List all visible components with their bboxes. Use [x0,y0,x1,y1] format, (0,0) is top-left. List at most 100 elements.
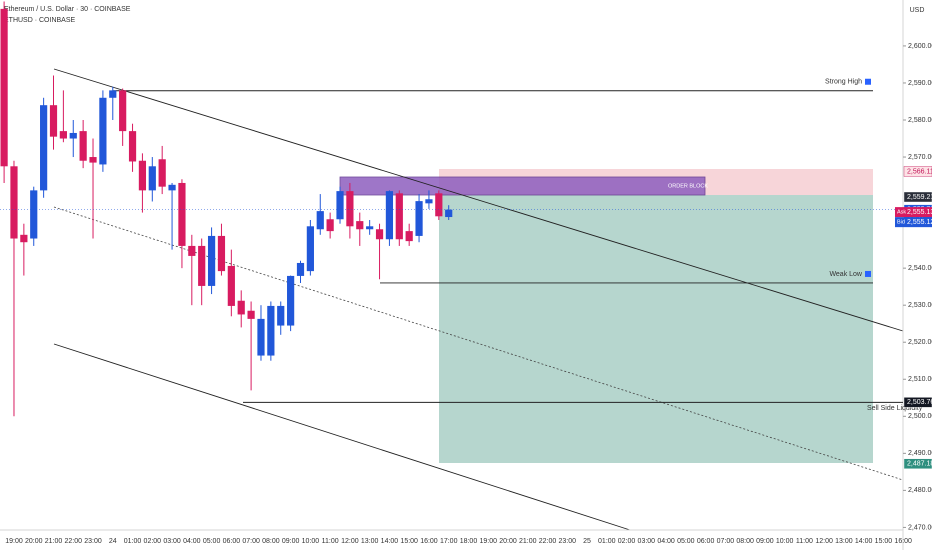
candle-body [366,226,374,230]
trend-line-mid [53,206,904,481]
quote-box [895,207,932,218]
candle-body [69,132,77,139]
x-tick-label: 05:00 [677,538,695,545]
price-label-box [903,397,932,408]
zone-label: ORDER BLOCK [668,183,708,189]
level-label: Strong High [825,79,862,86]
x-tick-label: 06:00 [697,538,715,545]
candle-body [138,160,147,191]
candle-body [356,221,364,230]
candle-body [198,245,206,286]
x-tick-label: 08:00 [262,538,280,545]
x-tick-label: 21:00 [519,538,537,545]
trend-line [53,68,904,332]
x-tick-label: 09:00 [756,538,774,545]
candle-body [158,159,166,187]
candle-body [385,191,394,240]
y-tick-label: 2,490.00 [908,450,932,457]
x-tick-label: 21:00 [45,538,63,545]
candle-body [257,318,265,356]
x-tick-label: 07:00 [717,538,735,545]
y-tick-label: 2,520.00 [908,339,932,346]
quote-price: 2,555.13 [907,209,932,216]
candle-body [40,105,48,191]
level-icon [865,78,871,85]
x-tick-label: 23:00 [84,538,102,545]
candle-body [79,131,87,161]
quote-name: Ask [897,210,906,216]
candle-body [109,90,117,98]
y-tick-label: 2,510.00 [908,376,932,383]
x-tick-label: 25 [583,538,591,545]
candle-body [128,131,137,162]
candle-body [405,231,413,242]
x-tick-label: 02:00 [618,538,636,545]
x-tick-label: 01:00 [124,538,142,545]
candle-body [10,166,18,239]
y-tick-label: 2,480.00 [908,487,932,494]
chart-subtitle: ETHUSD · COINBASE [4,17,76,24]
price-label-box [903,458,932,469]
candle-body [277,305,285,326]
x-tick-label: 11:00 [322,538,339,545]
x-tick-label: 02:00 [144,538,162,545]
x-tick-label: 20:00 [25,538,43,545]
x-tick-label: 13:00 [835,538,853,545]
y-tick-label: 2,530.00 [908,302,932,309]
candle-body [375,229,384,240]
candle-body [227,265,235,306]
x-tick-label: 10:00 [776,538,794,545]
x-tick-label: 12:00 [341,538,359,545]
x-tick-label: 16:00 [420,538,438,545]
candle-body [99,97,107,165]
price-label: 2,566.11 [907,168,932,175]
y-tick-label: 2,600.00 [908,43,932,50]
x-tick-label: 08:00 [736,538,754,545]
x-tick-label: 04:00 [183,538,201,545]
x-tick-label: 04:00 [657,538,675,545]
x-tick-label: 13:00 [361,538,379,545]
quote-price: 2,555.12 [907,219,932,226]
candle-body [20,234,28,243]
x-tick-label: 22:00 [539,538,557,545]
candle-body [168,184,176,191]
x-tick-label: 14:00 [381,538,399,545]
candle-body [89,157,97,163]
x-tick-label: 11:00 [796,538,813,545]
level-label: Weak Low [829,271,862,278]
level-icon [865,270,871,277]
candle-body [316,211,324,230]
candle-body [336,191,344,220]
y-tick-label: 2,540.00 [908,265,932,272]
price-label: 2,503.76 [907,399,932,406]
candle-body [237,300,245,315]
quote-name: Bid [897,220,905,226]
price-label-box [903,166,932,177]
x-tick-label: 22:00 [65,538,83,545]
x-tick-label: 01:00 [598,538,616,545]
candle-body [425,199,433,204]
x-tick-label: 19:00 [479,538,497,545]
candle-body [148,166,156,191]
x-tick-label: 24 [109,538,117,545]
candle-body [415,201,423,236]
x-tick-label: 07:00 [242,538,260,545]
price-label-box [903,191,932,203]
x-tick-label: 03:00 [163,538,181,545]
y-tick-label: 2,470.00 [908,524,932,531]
candle-body [217,235,226,272]
x-tick-label: 12:00 [815,538,833,545]
currency: USD [910,7,925,14]
candle-body [445,209,453,218]
x-tick-label: 17:00 [440,538,458,545]
quote-box [895,217,932,228]
candle-body [296,262,305,276]
x-tick-label: 18:00 [460,538,478,545]
candle-body [346,191,354,227]
order-block [339,176,706,196]
candle-body [188,245,196,256]
y-tick-label: 2,590.00 [908,80,932,87]
candle-body [267,305,275,356]
candle-body [326,219,334,232]
price-label: 2,559.21 [907,194,932,201]
